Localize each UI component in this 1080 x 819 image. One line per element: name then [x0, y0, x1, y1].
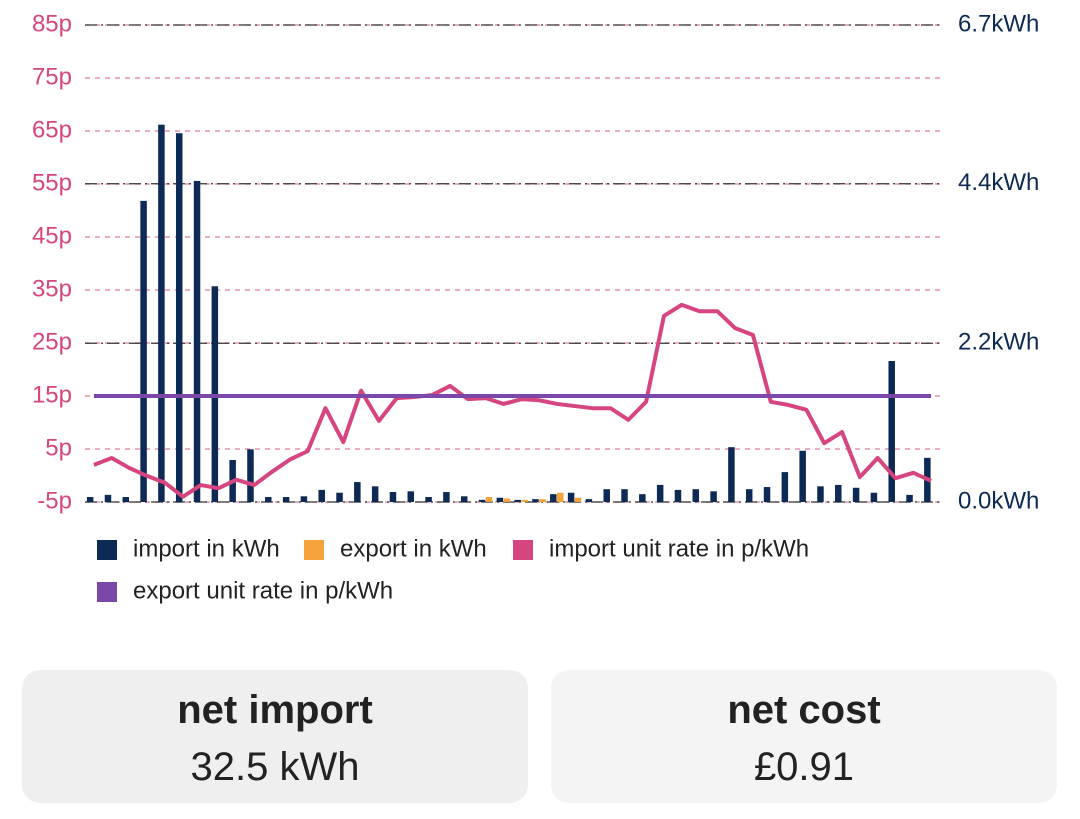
- bar: [407, 491, 415, 502]
- legend-swatch: [97, 582, 117, 602]
- y-tick-label: 45p: [32, 222, 72, 249]
- bar: [870, 492, 878, 502]
- bar: [567, 492, 575, 502]
- bar: [371, 486, 379, 502]
- legend-swatch: [513, 540, 533, 560]
- bar: [485, 497, 493, 502]
- legend-label: import unit rate in p/kWh: [549, 535, 809, 562]
- bar: [639, 494, 646, 502]
- card-value: £0.91: [753, 745, 855, 789]
- bar: [852, 487, 860, 502]
- bar: [550, 494, 557, 502]
- y2-tick-label: 6.7kWh: [958, 10, 1039, 37]
- legend-label: export in kWh: [340, 535, 487, 562]
- bar: [621, 489, 628, 502]
- bar: [158, 124, 165, 503]
- bar: [539, 499, 546, 502]
- summary-card: net cost £0.91: [551, 670, 1057, 803]
- bar: [835, 484, 842, 502]
- y-tick-label: 85p: [32, 10, 72, 37]
- legend-label: import in kWh: [133, 535, 280, 562]
- bar: [443, 492, 450, 502]
- bar: [799, 450, 806, 502]
- bar: [763, 487, 771, 502]
- legend-swatch: [97, 540, 117, 560]
- bar: [710, 491, 717, 502]
- bar: [557, 492, 564, 502]
- y-tick-label: 75p: [32, 63, 72, 90]
- legend-label: export unit rate in p/kWh: [133, 577, 393, 604]
- bar: [354, 482, 361, 502]
- chart: -5p 5p 15p 25p 35p 45p 55p 65p 75p 85p 0.0kWh 2.2kW…: [32, 10, 1039, 604]
- bar: [888, 361, 895, 502]
- bar: [425, 497, 432, 502]
- bar: [496, 497, 504, 502]
- bar: [389, 492, 397, 502]
- bar: [460, 496, 468, 502]
- bar: [265, 497, 272, 502]
- y-tick-label: 55p: [32, 169, 72, 196]
- bar: [86, 497, 94, 502]
- y-tick-label: -5p: [37, 487, 72, 514]
- y2-tick-label: 2.2kWh: [958, 329, 1039, 356]
- bar: [300, 496, 308, 502]
- bar: [193, 180, 201, 503]
- bar: [282, 497, 290, 502]
- card-title: net import: [177, 688, 373, 732]
- y-tick-label: 25p: [32, 328, 72, 355]
- bar: [745, 489, 753, 502]
- bar: [728, 447, 735, 502]
- bar: [574, 497, 582, 502]
- y-tick-label: 5p: [45, 434, 72, 461]
- bar: [478, 499, 486, 502]
- bar: [781, 472, 789, 502]
- bar: [336, 492, 343, 502]
- bar: [521, 499, 528, 502]
- bar: [585, 499, 593, 502]
- bar: [656, 484, 664, 502]
- bar: [674, 489, 682, 502]
- bar: [532, 499, 539, 502]
- bar: [906, 494, 913, 502]
- legend-swatch: [304, 540, 324, 560]
- y-tick-label: 65p: [32, 116, 72, 143]
- y-tick-label: 35p: [32, 275, 72, 302]
- bar: [692, 489, 700, 502]
- bar: [104, 494, 112, 502]
- y2-tick-label: 0.0kWh: [958, 487, 1039, 514]
- bar: [603, 489, 610, 502]
- card-value: 32.5 kWh: [190, 745, 360, 789]
- bar: [140, 200, 147, 503]
- bar: [817, 486, 824, 502]
- bar: [247, 449, 254, 502]
- summary-card: net import 32.5 kWh: [22, 670, 528, 803]
- bar: [175, 133, 183, 503]
- bar: [503, 498, 511, 502]
- bar: [318, 489, 325, 502]
- bar: [514, 499, 521, 502]
- bar: [122, 497, 130, 502]
- y-tick-label: 15p: [32, 381, 72, 408]
- card-title: net cost: [727, 688, 881, 732]
- line: [93, 302, 932, 499]
- y2-tick-label: 4.4kWh: [958, 169, 1039, 196]
